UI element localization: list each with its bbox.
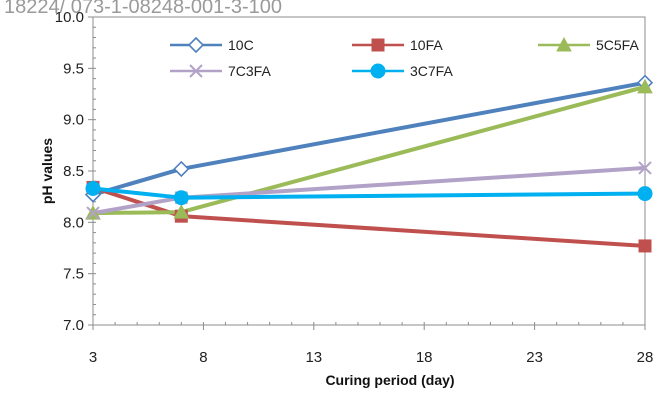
data-point-10c bbox=[173, 160, 190, 178]
legend-marker-10c bbox=[187, 36, 205, 54]
legend-item-7c3fa: 7C3FA bbox=[170, 63, 271, 79]
data-point-3c7fa bbox=[173, 190, 189, 206]
x-tick-label: 13 bbox=[305, 349, 322, 366]
data-point-7c3fa bbox=[638, 161, 652, 175]
plot-area: 7.0 7.5 8.0 8.5 9.0 9.5 10.0 3 8 13 18 23 28 bbox=[55, 9, 654, 366]
x-tick-label: 3 bbox=[89, 349, 97, 366]
legend-marker-3c7fa bbox=[370, 63, 386, 79]
series-line-7c3fa bbox=[92, 165, 646, 216]
y-axis-title: pH values bbox=[39, 138, 55, 204]
y-tick-label: 8.5 bbox=[63, 163, 84, 180]
legend-label: 10C bbox=[228, 37, 254, 53]
legend-label: 10FA bbox=[410, 37, 443, 53]
legend-item-5c5fa: 5C5FA bbox=[538, 36, 639, 53]
data-point-5c5fa bbox=[173, 204, 190, 219]
y-tick-label: 7.0 bbox=[63, 317, 84, 334]
y-tick-label: 8.0 bbox=[63, 214, 84, 231]
x-tick-label: 18 bbox=[416, 349, 433, 366]
data-point-3c7fa bbox=[85, 180, 101, 196]
legend-label: 5C5FA bbox=[596, 37, 639, 53]
legend-label: 3C7FA bbox=[410, 63, 453, 79]
data-point-7c3fa-stroke bbox=[638, 161, 652, 175]
series-line-10c bbox=[92, 80, 646, 197]
header-text: 18224/ 073-1-08248-001-3-100 bbox=[4, 0, 282, 18]
y-tick-label: 9.5 bbox=[63, 60, 84, 77]
legend-marker-7c3fa bbox=[189, 64, 203, 78]
legend-item-3c7fa: 3C7FA bbox=[352, 63, 453, 79]
legend-marker-5c5fa bbox=[556, 36, 572, 52]
x-axis-title: Curing period (day) bbox=[325, 372, 454, 388]
legend-label: 7C3FA bbox=[228, 63, 271, 79]
x-tick-label: 8 bbox=[199, 349, 207, 366]
y-tick-label: 9.0 bbox=[63, 112, 84, 129]
x-tick-label: 28 bbox=[637, 349, 654, 366]
legend-marker-7c3fa-stroke bbox=[189, 64, 203, 78]
legend-item-10fa: 10FA bbox=[352, 37, 443, 53]
legend-marker-10fa bbox=[371, 38, 385, 52]
data-point-5c5fa bbox=[637, 78, 653, 94]
legend-item-10c: 10C bbox=[170, 36, 254, 54]
data-point-7c3fa-stroke bbox=[86, 206, 100, 220]
data-point-3c7fa bbox=[637, 186, 653, 202]
data-point-7c3fa bbox=[86, 206, 100, 220]
y-tick-label: 7.5 bbox=[63, 266, 84, 283]
x-tick-label: 23 bbox=[526, 349, 543, 366]
legend: 10C 10FA 5C5FA 7C3FA 3C7FA bbox=[170, 36, 639, 79]
data-point-10fa bbox=[638, 239, 652, 253]
y-tick-label: 10.0 bbox=[55, 9, 84, 26]
